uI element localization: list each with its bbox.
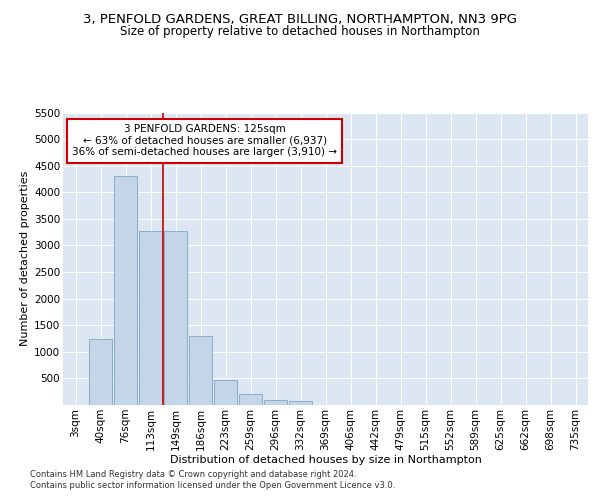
Bar xyxy=(89,338,112,405)
Bar xyxy=(289,402,312,405)
Bar xyxy=(264,400,287,405)
Text: 3 PENFOLD GARDENS: 125sqm
← 63% of detached houses are smaller (6,937)
36% of se: 3 PENFOLD GARDENS: 125sqm ← 63% of detac… xyxy=(72,124,337,158)
X-axis label: Distribution of detached houses by size in Northampton: Distribution of detached houses by size … xyxy=(170,456,481,466)
Bar xyxy=(214,380,237,405)
Text: 3, PENFOLD GARDENS, GREAT BILLING, NORTHAMPTON, NN3 9PG: 3, PENFOLD GARDENS, GREAT BILLING, NORTH… xyxy=(83,12,517,26)
Text: Size of property relative to detached houses in Northampton: Size of property relative to detached ho… xyxy=(120,25,480,38)
Y-axis label: Number of detached properties: Number of detached properties xyxy=(20,171,30,346)
Bar xyxy=(164,231,187,405)
Text: Contains HM Land Registry data © Crown copyright and database right 2024.: Contains HM Land Registry data © Crown c… xyxy=(30,470,356,479)
Bar xyxy=(239,394,262,405)
Bar xyxy=(139,231,162,405)
Bar xyxy=(189,336,212,405)
Bar xyxy=(114,176,137,405)
Text: Contains public sector information licensed under the Open Government Licence v3: Contains public sector information licen… xyxy=(30,481,395,490)
